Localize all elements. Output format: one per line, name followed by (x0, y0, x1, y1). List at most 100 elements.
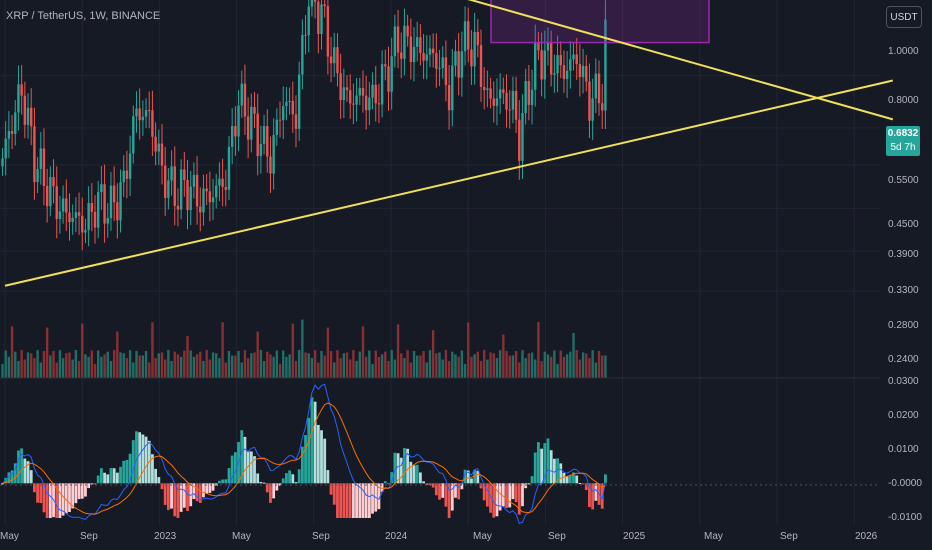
histogram-bar (355, 483, 358, 518)
volume-bar (122, 353, 125, 378)
histogram-bar (288, 470, 291, 484)
candle (215, 185, 218, 198)
histogram-bar (505, 483, 508, 508)
histogram-bar (96, 475, 100, 484)
volume-bar (594, 362, 598, 378)
volume-bar (502, 334, 505, 378)
histogram-bar (112, 468, 116, 484)
histogram-bar (438, 483, 441, 500)
volume-bar (262, 361, 266, 378)
volume-bar (444, 350, 448, 378)
volume-bar (508, 355, 511, 378)
histogram-bar (269, 483, 272, 503)
volume-bar (585, 353, 588, 378)
volume-bar (278, 363, 282, 378)
histogram-bar (530, 476, 534, 484)
candle (406, 25, 409, 37)
candle (160, 143, 164, 166)
histogram-bar (249, 451, 253, 484)
candle (441, 57, 444, 69)
macd-histogram (1, 397, 607, 518)
volume-bar (492, 353, 495, 378)
histogram-bar (243, 436, 247, 484)
candle (505, 92, 508, 110)
candle (342, 87, 346, 100)
volume-bar (527, 353, 531, 378)
price-tick: 0.5500 (888, 175, 919, 186)
volume-bar (39, 362, 42, 378)
histogram-bar (425, 483, 429, 485)
candle (230, 126, 234, 147)
volume-bar (355, 361, 358, 378)
histogram-bar (221, 479, 225, 484)
volume-bar (597, 350, 601, 378)
volume-bar (154, 358, 157, 378)
candle (125, 170, 129, 179)
candle (467, 21, 470, 50)
candle (135, 108, 138, 117)
volume-bar (498, 350, 502, 378)
histogram-bar (233, 452, 237, 484)
time-tick: Sep (80, 531, 98, 542)
histogram-bar (259, 481, 263, 484)
volume-bar (205, 350, 208, 378)
histogram-bar (482, 483, 486, 501)
candle (218, 178, 221, 186)
histogram-bar (470, 478, 473, 484)
histogram-bar (479, 483, 483, 489)
histogram-bar (575, 475, 579, 484)
candle (559, 55, 562, 66)
volume-bar (179, 356, 183, 378)
volume-bar (371, 363, 374, 378)
histogram-bar (55, 483, 59, 518)
histogram-bar (403, 448, 406, 484)
price-tick: 0.4500 (888, 219, 919, 230)
volume-bar (425, 362, 428, 378)
volume-bar (103, 354, 106, 378)
candle (428, 48, 432, 55)
volume-bar (297, 350, 301, 378)
candle (572, 54, 575, 60)
candle (173, 166, 176, 206)
histogram-bar (556, 458, 559, 484)
histogram-bar (581, 483, 585, 485)
volume-bar (17, 360, 20, 378)
currency-button[interactable]: USDT (886, 6, 922, 28)
volume-bar (77, 361, 81, 378)
histogram-bar (310, 397, 314, 484)
osc-tick: -0.0100 (888, 512, 922, 523)
volume-bar (451, 351, 454, 378)
candle (601, 103, 604, 111)
candle (495, 98, 499, 106)
histogram-bar (84, 483, 87, 497)
trendline (4, 79, 894, 287)
candle (259, 143, 263, 157)
volume-bar (479, 360, 483, 378)
histogram-bar (594, 483, 598, 501)
volume-bar (368, 350, 371, 378)
histogram-bar (552, 458, 556, 484)
volume-bar (543, 351, 546, 378)
candle (87, 203, 90, 231)
volume-bar (416, 355, 419, 378)
candle (594, 73, 598, 99)
histogram-bar (511, 483, 515, 500)
histogram-bar (154, 468, 158, 484)
candle (534, 42, 537, 90)
trendlines (4, 0, 894, 287)
volume-bar (333, 362, 336, 378)
histogram-bar (195, 483, 199, 502)
histogram-bar (489, 483, 492, 513)
volume-bar (578, 359, 582, 378)
candle (390, 56, 393, 92)
candle (288, 100, 291, 102)
histogram-bar (559, 463, 563, 484)
candle (297, 74, 301, 129)
last-price: 0.6832 (887, 128, 919, 139)
histogram-bar (42, 483, 46, 513)
volume-bar (514, 351, 518, 378)
histogram-bar (466, 470, 470, 484)
volume-bar (422, 351, 425, 378)
osc-tick: 0.0100 (888, 444, 919, 455)
